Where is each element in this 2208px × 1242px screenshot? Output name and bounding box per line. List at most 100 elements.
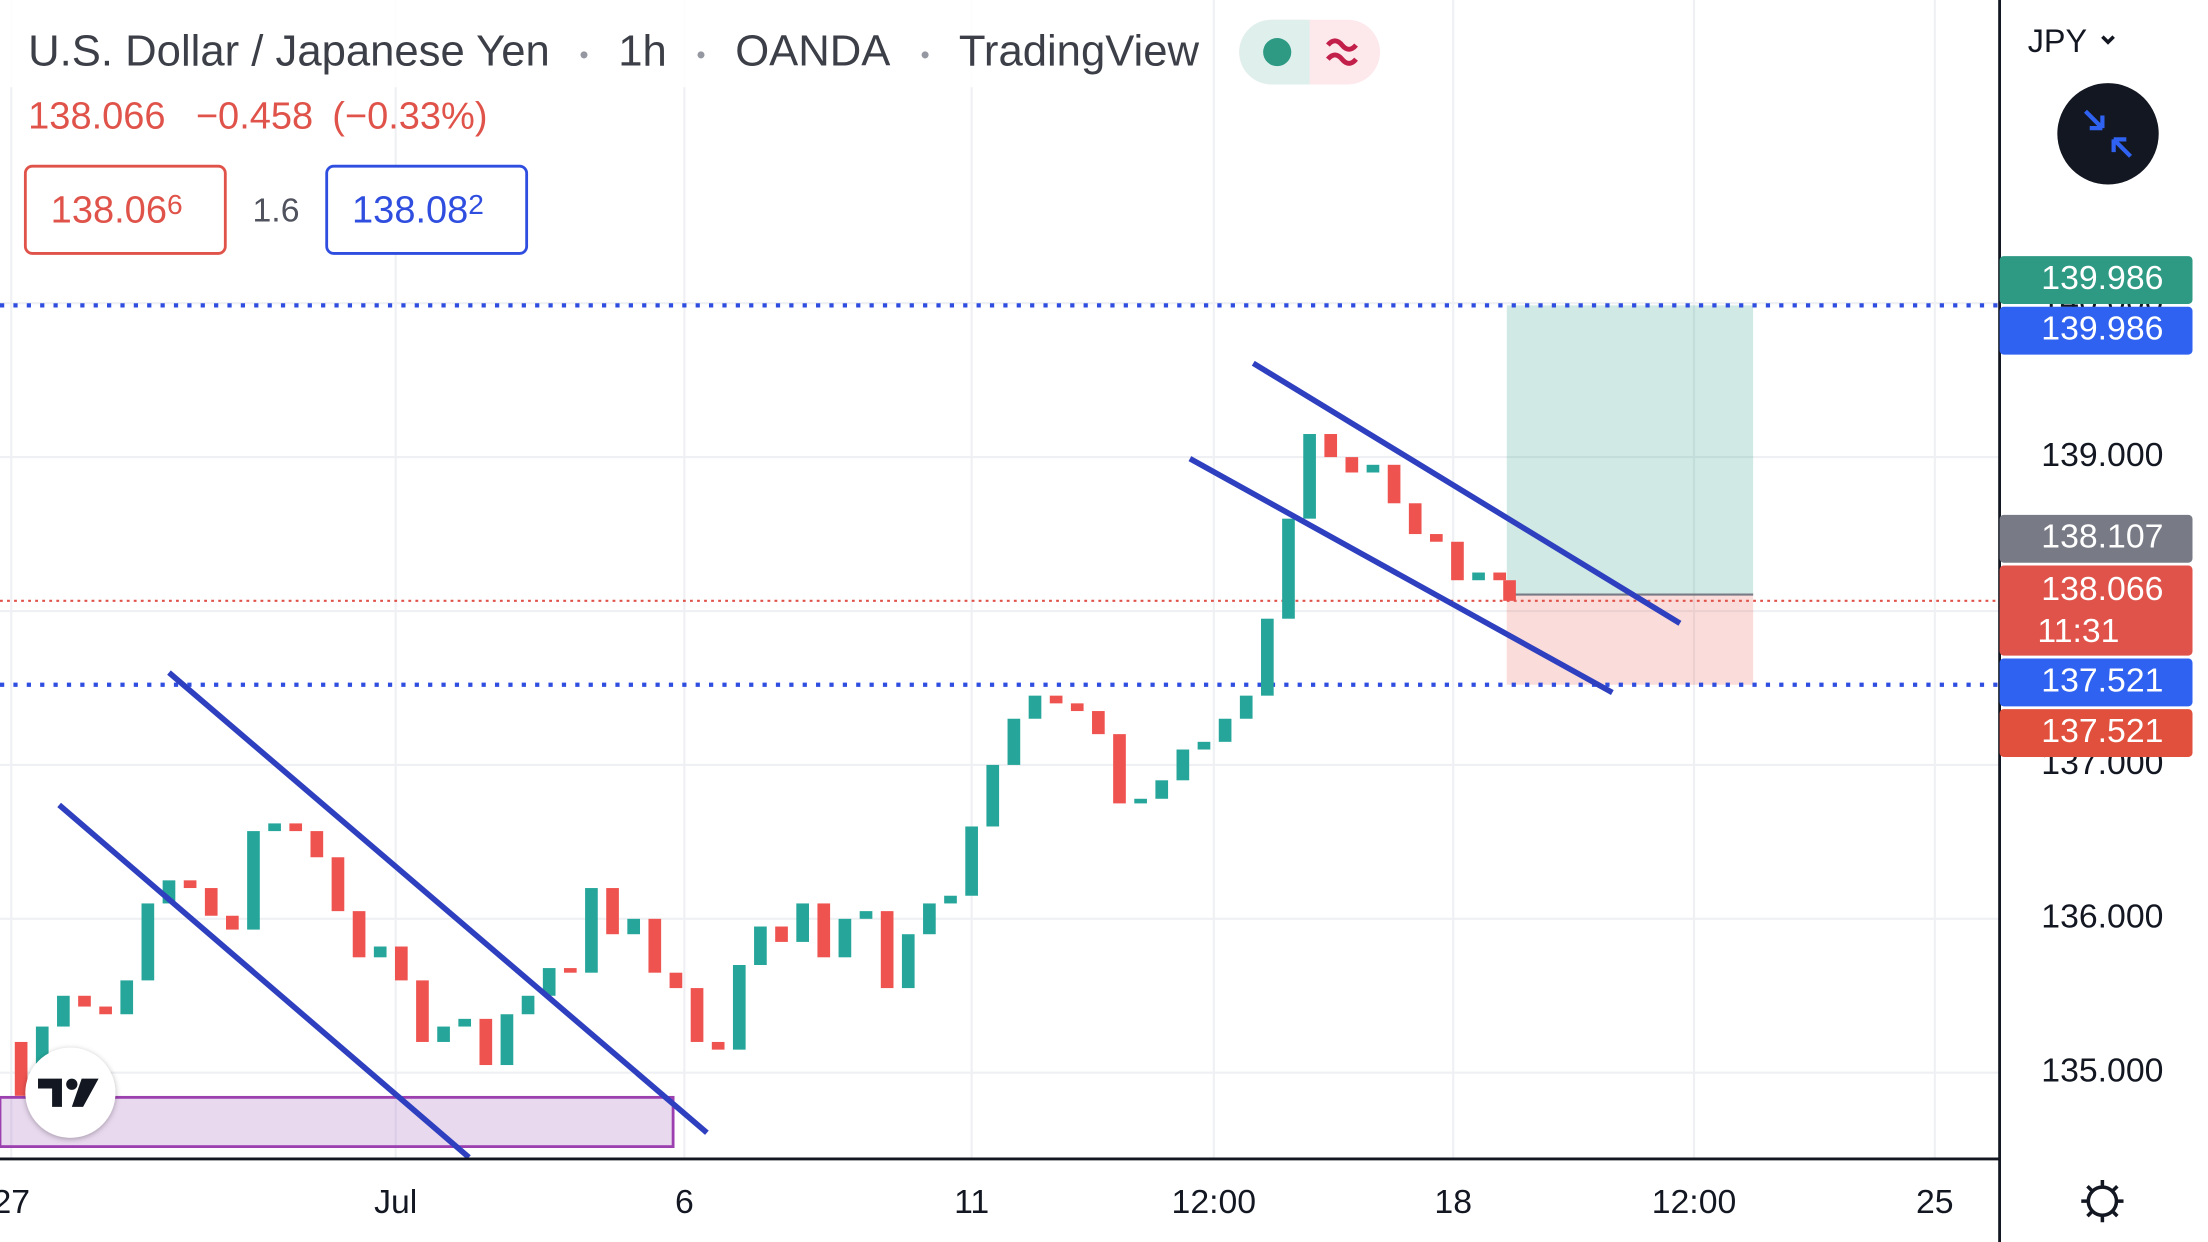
- candle: [247, 831, 260, 930]
- bid-box[interactable]: 138.066: [23, 164, 227, 255]
- candle: [1070, 703, 1084, 712]
- price-badge: [1999, 514, 2193, 563]
- trendline: [57, 802, 471, 1159]
- symbol-title: U.S. Dollar / Japanese Yen 1h OANDA Trad…: [28, 26, 1199, 75]
- candle: [479, 1018, 493, 1066]
- bid-border: [23, 164, 227, 255]
- candle: [1239, 695, 1253, 719]
- settings-button[interactable]: [2081, 1180, 2124, 1223]
- logo-mark: [38, 1078, 99, 1107]
- price-badge-label: 139.986: [2041, 310, 2163, 348]
- change: −0.458: [196, 95, 313, 137]
- candle: [289, 823, 303, 832]
- candle: [1197, 741, 1211, 750]
- price-badge: [1999, 565, 2193, 656]
- stop-zone: [1506, 594, 1754, 685]
- candle: [1366, 464, 1380, 473]
- candle: [859, 911, 873, 919]
- chevron: [2101, 35, 2115, 45]
- candle: [796, 903, 809, 942]
- candle: [14, 1041, 28, 1096]
- candle: [1176, 749, 1190, 781]
- candle: [1303, 434, 1316, 519]
- x-tick-label: 12:00: [1652, 1183, 1737, 1221]
- candle: [944, 895, 957, 904]
- gear-ring: [2086, 1185, 2119, 1218]
- ask-box[interactable]: 138.082: [325, 164, 529, 255]
- zone: [0, 1095, 675, 1149]
- price-badge-label: 137.521: [2041, 712, 2163, 750]
- y-tick-label: 139.000: [2041, 436, 2163, 474]
- ask-border: [325, 164, 529, 255]
- candle: [437, 1026, 450, 1042]
- x-tick-label: 27: [0, 1183, 30, 1221]
- candle: [141, 903, 155, 981]
- price-change: 138.066 −0.458 (−0.33%): [28, 95, 487, 137]
- candle: [563, 968, 577, 973]
- candle: [120, 980, 134, 1015]
- candle: [585, 888, 598, 973]
- status-dot: [1263, 38, 1292, 67]
- currency-menu[interactable]: JPY: [2028, 23, 2115, 59]
- candle: [606, 888, 619, 935]
- bid-pip: 6: [167, 189, 183, 220]
- y-tick-label: 136.000: [2041, 898, 2163, 936]
- bid: 138.066: [51, 189, 183, 231]
- logo-bg: [25, 1047, 116, 1138]
- candle: [1324, 434, 1338, 458]
- candle: [373, 946, 387, 958]
- x-tick-label: 18: [1434, 1183, 1472, 1221]
- candle: [57, 995, 70, 1027]
- candle: [352, 911, 366, 958]
- candle: [669, 972, 683, 989]
- logo[interactable]: [25, 1047, 116, 1138]
- candle: [1028, 695, 1042, 719]
- candle: [1408, 503, 1422, 535]
- x-tick-label: 6: [675, 1183, 694, 1221]
- ask: 138.082: [352, 189, 484, 231]
- candle: [99, 1006, 112, 1015]
- price-badge: [1999, 709, 2193, 758]
- plot-area: [0, 303, 2000, 1159]
- candle: [1049, 695, 1063, 704]
- candle: [1503, 580, 1516, 601]
- price-badge: [1999, 306, 2193, 355]
- x-tick-label: Jul: [374, 1183, 417, 1221]
- collapse-button[interactable]: [2057, 83, 2159, 185]
- bid-main: 138.06: [51, 190, 167, 232]
- y-tick-label: 135.000: [2041, 1052, 2163, 1090]
- candle: [500, 1014, 514, 1066]
- candle: [1113, 734, 1126, 804]
- candle: [711, 1041, 725, 1050]
- candle: [310, 831, 324, 858]
- separator-dot: [921, 51, 929, 59]
- candle: [817, 903, 831, 958]
- separators: [580, 51, 929, 59]
- candle: [648, 918, 662, 973]
- candle: [394, 946, 408, 981]
- logo-dot: [66, 1078, 78, 1090]
- countdown: 11:31: [2037, 612, 2119, 650]
- price-badge-label: 137.521: [2041, 661, 2163, 699]
- candle: [1155, 780, 1169, 799]
- candle: [1134, 798, 1147, 804]
- candle: [690, 988, 704, 1042]
- candle: [1261, 618, 1274, 696]
- status-pill[interactable]: [1239, 19, 1380, 85]
- candle: [226, 915, 239, 930]
- candle: [542, 968, 556, 996]
- currency-bg: [2002, 0, 2208, 85]
- candle: [1007, 718, 1021, 765]
- x-tick-label: 25: [1916, 1183, 1954, 1221]
- candle: [754, 926, 767, 965]
- price-badge-label: 138.107: [2041, 518, 2163, 556]
- candle: [838, 918, 852, 958]
- interval: 1h: [618, 26, 667, 75]
- candle: [1472, 572, 1485, 581]
- candle: [183, 880, 197, 889]
- candle: [775, 926, 788, 942]
- collapse-bg: [2057, 83, 2159, 185]
- candle: [732, 964, 746, 1050]
- candle: [901, 934, 915, 989]
